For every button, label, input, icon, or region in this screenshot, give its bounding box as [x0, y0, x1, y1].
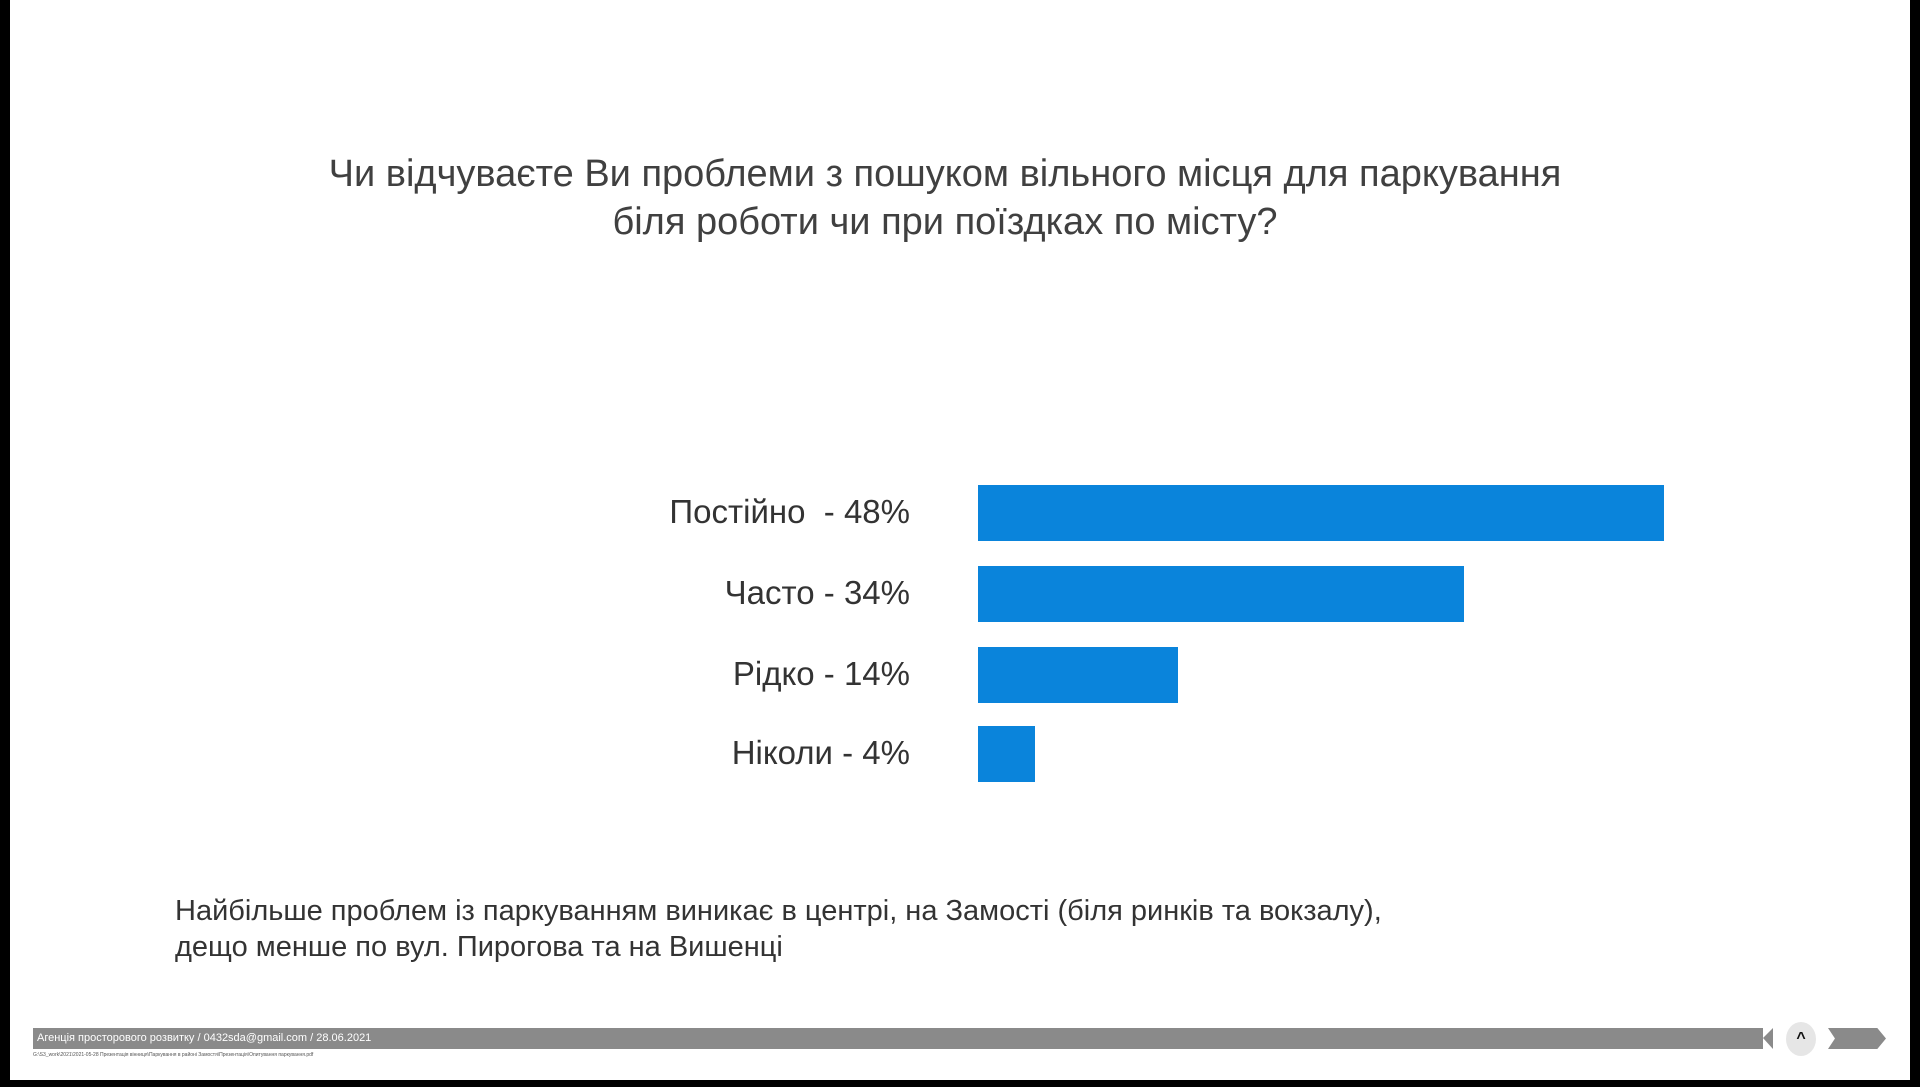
- chevron-up-icon[interactable]: ^: [1786, 1022, 1816, 1056]
- summary-note: Найбільше проблем із паркуванням виникає…: [175, 893, 1382, 965]
- nav-right-arrow[interactable]: [1828, 1028, 1886, 1049]
- bar-label: Ніколи - 4%: [731, 734, 910, 771]
- bar: [978, 485, 1664, 541]
- bar: [978, 566, 1464, 622]
- bar: [978, 726, 1036, 782]
- bar-label: Рідко - 14%: [732, 655, 910, 692]
- note-line-2: дещо менше по вул. Пирогова та на Вишенц…: [175, 931, 783, 963]
- footer-bar: Агенція просторового розвитку / 0432sda@…: [33, 1028, 1763, 1049]
- title-line-1: Чи відчуваєте Ви проблеми з пошуком віль…: [328, 153, 1562, 195]
- chart-title: Чи відчуваєте Ви проблеми з пошуком віль…: [10, 150, 1910, 246]
- note-line-1: Найбільше проблем із паркуванням виникає…: [175, 895, 1382, 927]
- bar-label: Часто - 34%: [724, 574, 910, 611]
- bar-label: Постійно - 48%: [669, 493, 910, 530]
- slide: Чи відчуваєте Ви проблеми з пошуком віль…: [10, 0, 1910, 1080]
- nav-left-arrow[interactable]: [1763, 1028, 1773, 1049]
- bar: [978, 647, 1179, 703]
- title-line-2: біля роботи чи при поїздках по місту?: [612, 201, 1278, 243]
- footer-path: G:\S3_work\2021\2021-05-28 Презентація в…: [33, 1052, 314, 1058]
